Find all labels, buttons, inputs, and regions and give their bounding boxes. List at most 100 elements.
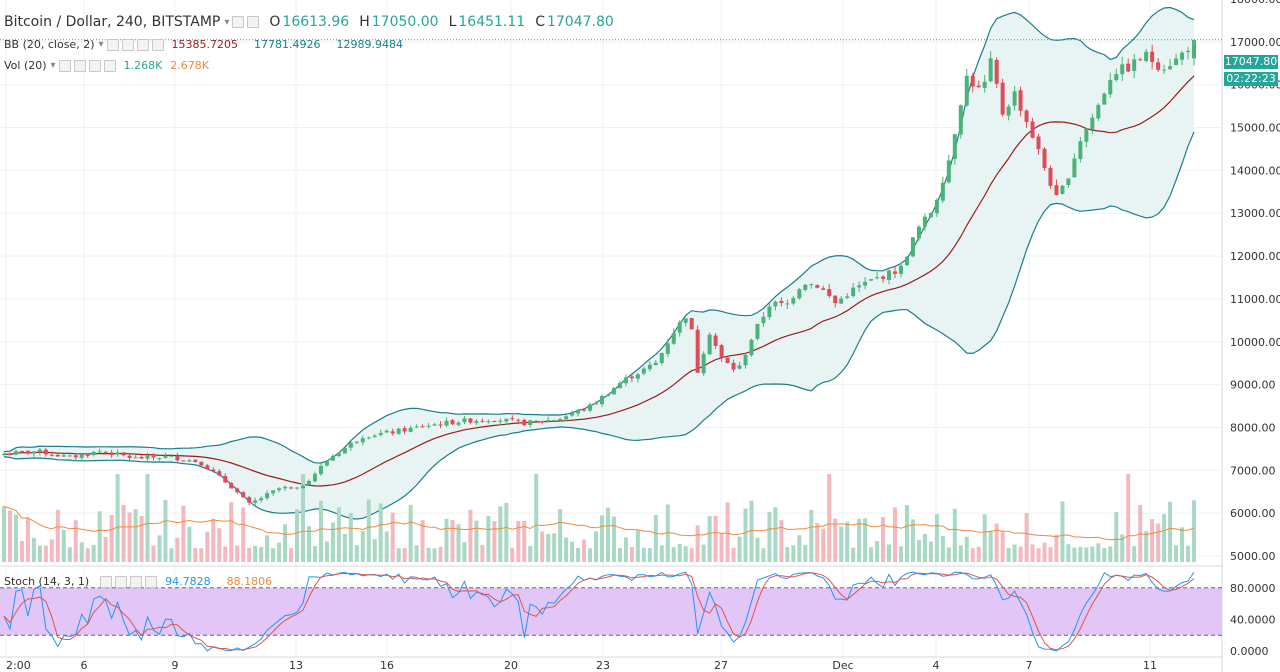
candle-body bbox=[312, 473, 317, 482]
volume-bar bbox=[1120, 534, 1125, 562]
vol-settings-icon[interactable] bbox=[73, 59, 86, 72]
candle-body bbox=[881, 276, 886, 279]
candle-body bbox=[629, 376, 634, 379]
volume-legend: Vol (20) ▾ 1.268K 2.678K bbox=[4, 59, 209, 72]
volume-bar bbox=[342, 533, 347, 562]
volume-bar bbox=[432, 548, 437, 562]
low-value: 16451.11 bbox=[458, 14, 526, 30]
candle-body bbox=[755, 323, 760, 339]
volume-bar bbox=[1150, 519, 1155, 562]
volume-bar bbox=[719, 532, 724, 562]
time-tick-label: 9 bbox=[172, 659, 179, 672]
candle-body bbox=[283, 486, 288, 489]
volume-bar bbox=[115, 474, 120, 562]
open-value: 16613.96 bbox=[282, 14, 350, 30]
volume-bar bbox=[1192, 500, 1196, 562]
vol-visibility-icon[interactable] bbox=[58, 59, 71, 72]
candle-body bbox=[1048, 168, 1053, 186]
candle-body bbox=[1066, 178, 1071, 185]
volume-bar bbox=[109, 514, 114, 562]
candle-body bbox=[898, 265, 903, 274]
volume-bar bbox=[1054, 534, 1059, 562]
volume-bar bbox=[701, 544, 706, 562]
vol-close-icon[interactable] bbox=[103, 59, 116, 72]
volume-bar bbox=[211, 518, 216, 562]
candle-body bbox=[522, 419, 527, 426]
candle-body bbox=[916, 226, 921, 239]
volume-bar bbox=[797, 535, 802, 562]
symbol-title: Bitcoin / Dollar, 240, BITSTAMP bbox=[4, 14, 221, 30]
candle-body bbox=[1018, 90, 1023, 111]
bb-add-icon[interactable] bbox=[136, 38, 149, 51]
price-tick-label: 5000.00 bbox=[1230, 550, 1276, 563]
volume-bar bbox=[851, 547, 856, 562]
candle-body bbox=[408, 427, 413, 432]
candle-body bbox=[1150, 51, 1155, 62]
volume-bar bbox=[755, 537, 760, 562]
bb-dropdown-icon[interactable]: ▾ bbox=[98, 39, 104, 50]
volume-bar bbox=[205, 531, 210, 562]
settings-icon[interactable] bbox=[247, 16, 260, 28]
candle-body bbox=[229, 482, 234, 489]
volume-bar bbox=[695, 525, 700, 562]
volume-bar bbox=[928, 541, 933, 562]
volume-bar bbox=[1066, 544, 1071, 562]
candle-body bbox=[1126, 63, 1131, 72]
volume-bar bbox=[283, 524, 288, 562]
volume-value: 1.268K bbox=[123, 59, 163, 72]
stoch-add-icon[interactable] bbox=[130, 575, 143, 588]
price-tick-label: 14000.00 bbox=[1230, 164, 1280, 177]
volume-bar bbox=[121, 504, 126, 562]
volume-bar bbox=[659, 545, 664, 562]
volume-dropdown-icon[interactable]: ▾ bbox=[50, 60, 56, 71]
volume-bar bbox=[605, 507, 610, 562]
candle-body bbox=[1036, 136, 1041, 150]
candle-body bbox=[426, 425, 431, 427]
candle-body bbox=[133, 457, 138, 459]
candle-body bbox=[109, 452, 114, 455]
volume-bar bbox=[336, 507, 341, 562]
volume-bar bbox=[641, 547, 646, 562]
volume-bar bbox=[952, 508, 957, 562]
volume-bar bbox=[988, 530, 993, 562]
candle-body bbox=[372, 435, 377, 438]
volume-bar bbox=[779, 520, 784, 562]
candle-body bbox=[115, 452, 120, 455]
candle-body bbox=[904, 256, 909, 266]
bb-close-icon[interactable] bbox=[151, 38, 164, 51]
candle-body bbox=[558, 419, 563, 421]
vol-add-icon[interactable] bbox=[88, 59, 101, 72]
candle-body bbox=[384, 430, 389, 433]
volume-bar bbox=[1180, 527, 1185, 562]
price-tick-label: 8000.00 bbox=[1230, 421, 1276, 434]
stoch-visibility-icon[interactable] bbox=[100, 575, 113, 588]
candle-body bbox=[187, 460, 192, 462]
stoch-tick-label: 0.0000 bbox=[1230, 645, 1269, 658]
volume-bar bbox=[653, 514, 658, 562]
candle-body bbox=[976, 85, 981, 88]
volume-bar bbox=[982, 514, 987, 562]
volume-bar bbox=[1024, 512, 1029, 562]
stoch-settings-icon[interactable] bbox=[115, 575, 128, 588]
bb-visibility-icon[interactable] bbox=[106, 38, 119, 51]
candle-body bbox=[761, 316, 766, 324]
volume-bar bbox=[37, 545, 42, 562]
stoch-close-icon[interactable] bbox=[145, 575, 158, 588]
candle-body bbox=[731, 362, 736, 370]
candle-body bbox=[1108, 79, 1113, 95]
volume-bar bbox=[761, 548, 766, 562]
volume-bar bbox=[510, 547, 515, 562]
candle-body bbox=[486, 421, 491, 423]
bb-settings-icon[interactable] bbox=[121, 38, 134, 51]
candle-body bbox=[55, 454, 60, 457]
volume-bar bbox=[749, 500, 754, 562]
candle-body bbox=[61, 455, 66, 457]
visibility-icon[interactable] bbox=[232, 16, 245, 28]
stoch-k-line bbox=[3, 571, 1195, 652]
volume-bar bbox=[1060, 501, 1065, 562]
volume-bar bbox=[300, 474, 305, 562]
symbol-dropdown-icon[interactable]: ▾ bbox=[224, 16, 230, 28]
volume-bar bbox=[31, 537, 36, 562]
candle-body bbox=[336, 453, 341, 456]
